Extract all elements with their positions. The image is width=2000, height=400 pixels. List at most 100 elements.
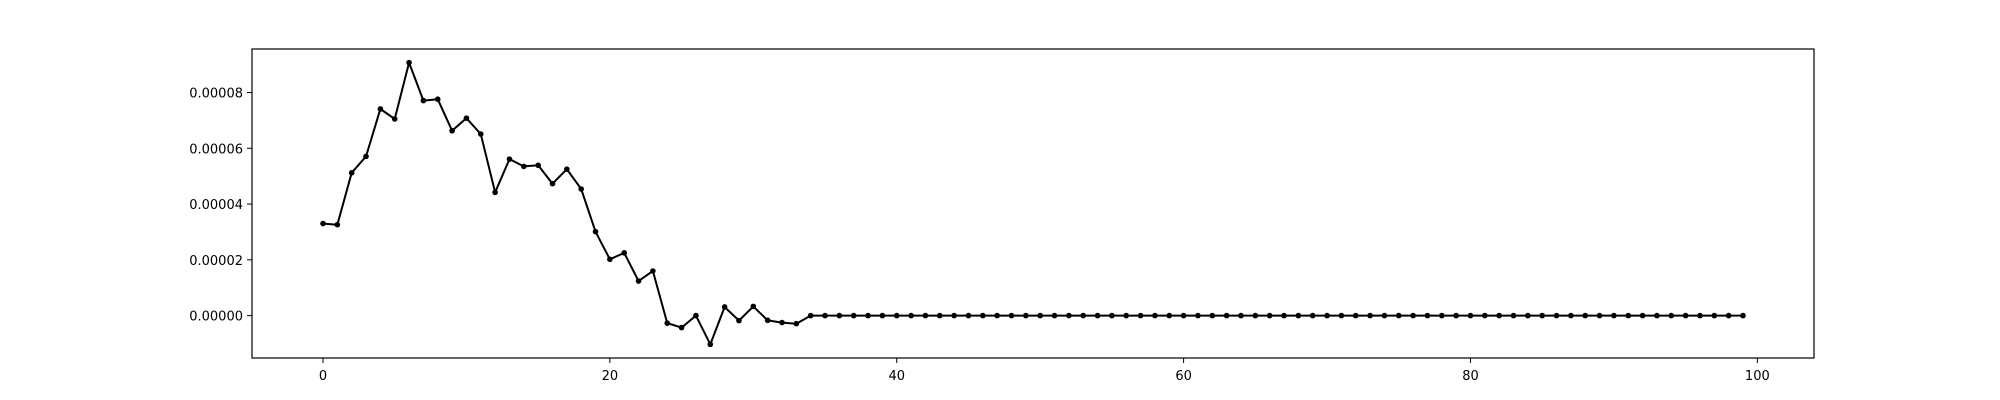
x-tick-label: 80	[1462, 369, 1479, 384]
data-point	[865, 312, 871, 319]
data-layer	[320, 59, 1746, 348]
data-point	[363, 153, 369, 160]
data-point	[736, 317, 742, 324]
data-point	[1037, 312, 1043, 319]
data-point	[434, 96, 441, 102]
data-point	[979, 312, 986, 319]
data-point	[391, 116, 398, 122]
data-point	[1553, 312, 1560, 319]
x-axis: 0 20 40 60 80 100	[319, 358, 1770, 384]
data-point	[1395, 312, 1402, 319]
data-point	[1066, 312, 1072, 319]
y-tick-label: 0.00008	[189, 87, 243, 102]
data-point	[1195, 312, 1201, 319]
data-point	[951, 312, 957, 319]
data-point	[764, 317, 771, 324]
data-point	[779, 319, 785, 326]
data-point	[348, 170, 355, 176]
data-point	[1697, 312, 1703, 319]
x-tick-label: 100	[1745, 369, 1770, 384]
data-point	[1180, 312, 1187, 319]
data-point	[592, 228, 599, 235]
data-point	[922, 312, 929, 319]
data-point	[1453, 312, 1459, 319]
x-tick-label: 60	[1175, 369, 1192, 384]
data-point	[320, 220, 326, 227]
data-point	[1367, 312, 1373, 319]
data-point	[1109, 312, 1115, 319]
data-point	[521, 163, 527, 170]
data-point	[850, 312, 857, 319]
data-point	[1352, 312, 1359, 319]
data-point	[1051, 312, 1058, 319]
data-point	[693, 312, 699, 319]
data-point	[549, 180, 556, 187]
data-point	[607, 256, 613, 263]
data-point	[1252, 312, 1259, 319]
data-point	[1625, 312, 1632, 319]
x-tick-label: 40	[888, 369, 905, 384]
data-point	[1238, 312, 1244, 319]
data-point	[1266, 312, 1273, 319]
data-point	[1094, 312, 1101, 319]
data-point	[1410, 312, 1416, 319]
data-point	[1568, 312, 1574, 319]
data-point	[1123, 312, 1130, 319]
data-point	[1482, 312, 1488, 319]
data-point	[1725, 312, 1732, 319]
y-tick-label: 0.00004	[189, 198, 243, 213]
y-tick-label: 0.00006	[189, 142, 243, 157]
y-tick-label: 0.00000	[189, 310, 243, 325]
data-point	[1596, 312, 1603, 319]
x-tick-label: 20	[602, 369, 619, 384]
data-point	[635, 278, 642, 284]
data-point	[1324, 312, 1330, 319]
data-point	[1223, 312, 1230, 319]
data-point	[707, 341, 714, 348]
data-point	[1510, 312, 1517, 319]
data-point	[1467, 312, 1474, 319]
data-point	[463, 115, 470, 121]
data-point	[1711, 312, 1718, 319]
data-point	[879, 312, 886, 319]
data-point	[1209, 312, 1216, 319]
data-point	[908, 312, 914, 319]
data-point	[965, 312, 972, 319]
data-point	[721, 304, 728, 310]
data-point	[1682, 312, 1689, 319]
data-point	[477, 131, 484, 137]
data-point	[1008, 312, 1015, 319]
data-point	[836, 312, 843, 319]
data-point	[750, 303, 757, 310]
data-point	[1639, 312, 1646, 319]
plot-frame	[251, 48, 1815, 359]
data-point	[564, 166, 570, 172]
data-point	[420, 97, 427, 104]
data-point	[1611, 312, 1617, 319]
data-point	[1295, 312, 1302, 319]
data-point	[807, 312, 814, 319]
data-point	[1080, 312, 1087, 319]
data-point	[1166, 312, 1173, 319]
data-point	[377, 106, 384, 112]
x-tick-label: 0	[319, 369, 327, 384]
data-point	[1381, 312, 1388, 319]
data-point	[936, 312, 943, 319]
y-tick-label: 0.00002	[189, 254, 243, 269]
data-point	[793, 320, 800, 327]
data-point	[994, 312, 1000, 319]
y-axis: 0.00000 0.00002 0.00004 0.00006 0.00008	[189, 87, 252, 325]
series-line	[322, 61, 1743, 346]
data-point	[822, 312, 828, 319]
data-point	[1338, 312, 1345, 319]
data-point	[1740, 312, 1746, 319]
data-point	[1496, 312, 1502, 319]
data-point	[406, 59, 412, 66]
plot-area	[251, 48, 1815, 359]
data-point	[678, 324, 685, 331]
data-point	[1281, 312, 1287, 319]
data-point	[1137, 312, 1144, 319]
data-point	[334, 221, 341, 228]
data-point	[1668, 312, 1675, 319]
